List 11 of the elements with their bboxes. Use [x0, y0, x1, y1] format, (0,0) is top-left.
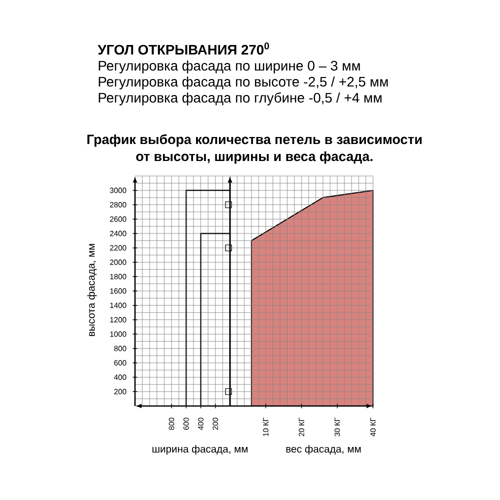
text: Регулировка фасада по ширине 0 – 3 мм	[98, 60, 360, 74]
point	[225, 388, 232, 396]
text: УГОЛ ОТКРЫВАНИЯ 270$^{0}$	[98, 42, 270, 55]
x-axis-title: вес фасада, мм	[286, 445, 361, 455]
chart-title: График выбора количества петель в зависимости от высоты, ширины и веса фасада.	[87, 134, 422, 164]
point	[225, 244, 232, 252]
y-axis-title: высота фасада, мм	[87, 244, 97, 336]
text: Регулировка фасада по глубине -0,5 / +4 мм	[98, 92, 382, 106]
text: Регулировка фасада по высоте -2,5 / +2,5 мм	[98, 76, 388, 90]
point	[225, 201, 232, 208]
x-axis-title: ширина фасада, мм	[152, 445, 248, 455]
